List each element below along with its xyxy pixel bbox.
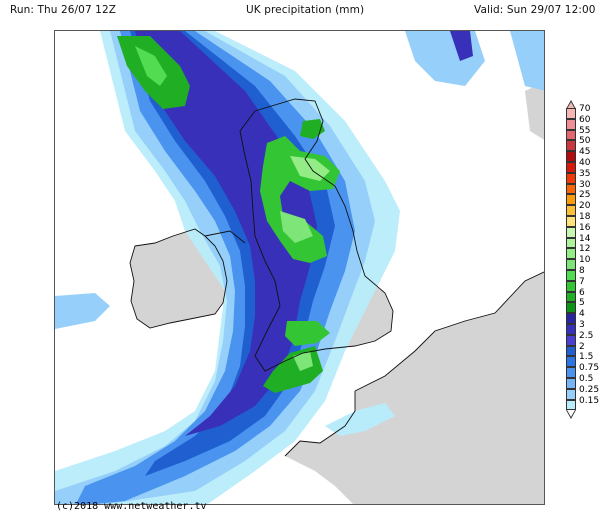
legend-swatch [566, 237, 576, 249]
legend-swatch [566, 108, 576, 119]
legend-label: 0.15 [579, 395, 600, 406]
legend-label: 5 [579, 298, 585, 309]
legend-label: 40 [579, 158, 591, 168]
legend-label: 3 [579, 320, 585, 330]
legend-swatch [566, 172, 576, 184]
legend-swatch [566, 248, 576, 260]
legend-label: 0.5 [579, 374, 594, 384]
map-graphic [55, 31, 544, 504]
legend-swatch [566, 183, 576, 195]
legend-label: 70 [579, 104, 591, 114]
legend-label: 7 [579, 276, 585, 287]
legend-swatch [566, 378, 576, 389]
legend-label: 20 [579, 201, 591, 212]
legend-label: 10 [579, 255, 591, 266]
legend-label: 25 [579, 190, 591, 201]
precip-layer [55, 31, 544, 504]
legend-swatch [566, 334, 576, 346]
legend-label: 14 [579, 233, 591, 244]
legend-swatch [566, 388, 576, 400]
copyright-credit: (c)2018 www.netweather.tv [56, 501, 207, 512]
legend-label: 2 [579, 341, 585, 352]
legend-swatch [566, 302, 576, 314]
legend-swatch [566, 162, 576, 173]
legend-label: 12 [579, 244, 591, 255]
legend-swatch [566, 345, 576, 357]
legend-label: 18 [579, 212, 591, 222]
legend-label: 2.5 [579, 330, 594, 341]
legend-swatch [566, 129, 576, 141]
legend-swatch [566, 140, 576, 152]
legend-label: 16 [579, 222, 591, 233]
legend-swatch [566, 324, 576, 335]
legend-label: 30 [579, 179, 591, 190]
legend-swatch [566, 118, 576, 130]
legend-swatch [566, 226, 576, 238]
legend-swatch [566, 194, 576, 206]
legend-swatch [566, 367, 576, 378]
legend-swatch [566, 205, 576, 216]
legend-label: 0.75 [579, 363, 600, 374]
legend-label: 50 [579, 136, 591, 147]
run-time-label: Run: Thu 26/07 12Z [10, 4, 117, 16]
legend-swatch [566, 216, 576, 227]
legend-swatch [566, 313, 576, 324]
legend-swatch [566, 151, 576, 162]
legend-label: 0.25 [579, 384, 600, 395]
coastline-layer [129, 98, 544, 457]
legend-label: 60 [579, 114, 591, 125]
legend-swatch [566, 399, 576, 411]
precipitation-map [54, 30, 545, 505]
legend-label: 55 [579, 125, 591, 136]
legend-swatch [566, 356, 576, 368]
legend-label: 4 [579, 309, 585, 320]
legend-underflow-arrow-icon [566, 410, 576, 420]
legend-label: 35 [579, 168, 591, 179]
legend-label: 1.5 [579, 352, 594, 363]
legend-swatch [566, 291, 576, 303]
precipitation-legend: 70 60 55 50 45 40 35 30 25 20 18 16 14 12 10 8 7 6 5 4 3 2.5 2… [566, 100, 600, 420]
valid-time-label: Valid: Sun 29/07 12:00 [474, 4, 596, 16]
legend-overflow-arrow-icon [566, 100, 576, 109]
chart-title: UK precipitation (mm) [246, 4, 365, 16]
legend-label: 45 [579, 147, 591, 158]
legend-swatch [566, 280, 576, 292]
legend-label: 8 [579, 266, 585, 276]
legend-swatch [566, 259, 576, 270]
legend-label: 6 [579, 287, 585, 298]
legend-swatch [566, 270, 576, 281]
